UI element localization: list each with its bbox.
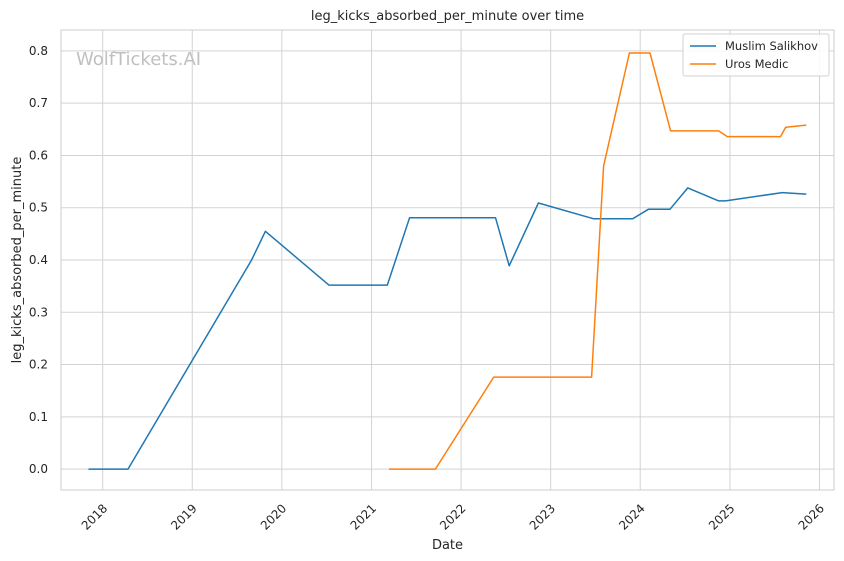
y-tick-label: 0.4	[29, 253, 48, 267]
legend-box	[682, 33, 830, 77]
legend-label-muslim-salikhov: Muslim Salikhov	[725, 39, 818, 53]
x-axis-title: Date	[432, 538, 463, 553]
x-tick-label: 2020	[258, 501, 289, 532]
y-tick-label: 0.8	[29, 44, 48, 58]
x-axis-ticks: 2018 2019 2020 2021 2022 2023 2024 2025 2026	[79, 501, 827, 532]
series-lines	[88, 52, 807, 470]
x-tick-label: 2024	[616, 501, 647, 532]
series-line-uros-medic	[389, 52, 807, 470]
y-axis-title: leg_kicks_absorbed_per_minute	[10, 157, 25, 364]
legend: Muslim Salikhov Uros Medic	[682, 33, 830, 77]
y-tick-label: 0.6	[29, 148, 48, 162]
x-tick-label: 2023	[527, 501, 558, 532]
grid-lines	[61, 30, 834, 490]
y-tick-label: 0.3	[29, 305, 48, 319]
x-tick-label: 2018	[79, 501, 110, 532]
x-tick-label: 2026	[796, 501, 827, 532]
chart-title: leg_kicks_absorbed_per_minute over time	[311, 9, 584, 24]
y-tick-label: 0.1	[29, 410, 48, 424]
y-tick-label: 0.2	[29, 358, 48, 372]
x-tick-label: 2025	[706, 501, 737, 532]
y-tick-label: 0.5	[29, 201, 48, 215]
x-tick-label: 2019	[168, 501, 199, 532]
plot-frame	[60, 29, 835, 491]
y-tick-label: 0.7	[29, 96, 48, 110]
x-tick-label: 2021	[348, 501, 379, 532]
x-tick-label: 2022	[437, 501, 468, 532]
y-axis-ticks: 0.0 0.1 0.2 0.3 0.4 0.5 0.6 0.7 0.8	[29, 44, 48, 476]
y-tick-label: 0.0	[29, 462, 48, 476]
legend-label-uros-medic: Uros Medic	[725, 57, 788, 71]
series-line-muslim-salikhov	[88, 187, 807, 470]
watermark: WolfTickets.AI	[76, 49, 201, 70]
